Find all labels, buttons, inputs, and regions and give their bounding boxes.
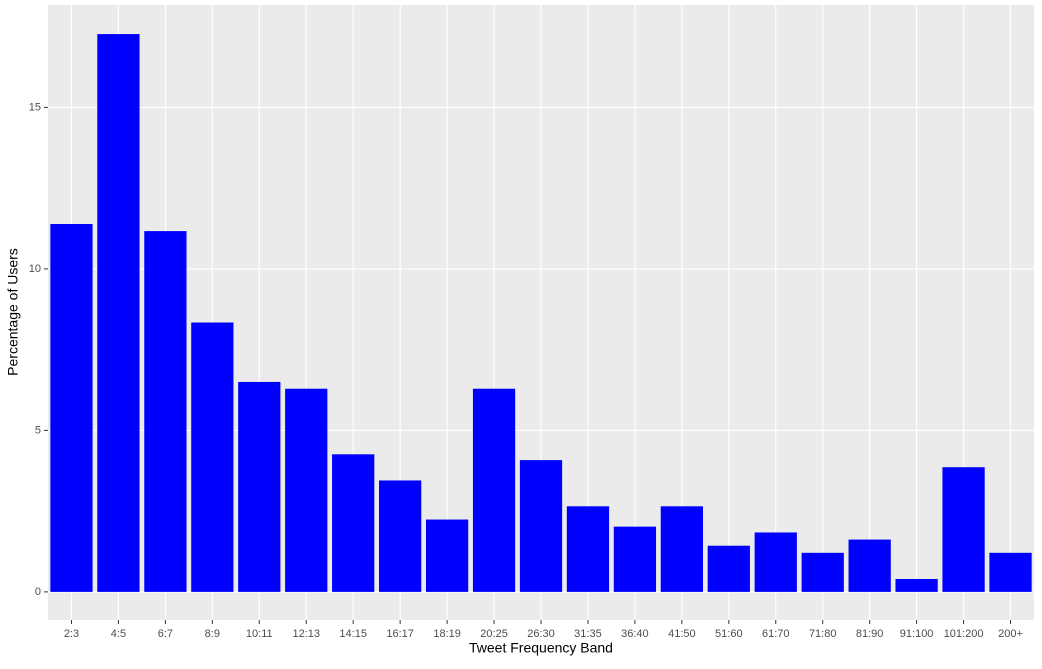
bar [566,506,610,592]
bar [707,545,750,592]
bar [613,526,657,592]
x-tick-label: 8:9 [205,628,220,640]
x-tick-label: 16:17 [386,628,414,640]
x-tick-label: 2:3 [64,628,79,640]
y-tick-label: 5 [35,424,41,436]
y-tick-label: 15 [29,101,41,113]
bar [519,460,563,592]
y-tick-label: 0 [35,586,41,598]
bar [97,34,140,592]
bar [379,480,422,592]
x-axis-title: Tweet Frequency Band [469,640,613,656]
bar [942,467,985,592]
x-tick-label: 10:11 [246,628,273,640]
x-tick-label: 26:30 [527,628,555,640]
x-tick-label: 14:15 [339,628,367,640]
x-tick-label: 61:70 [762,628,790,640]
bar [50,223,93,592]
bar [472,388,516,592]
bar [801,552,844,592]
x-tick-label: 101:200 [944,628,984,640]
x-tick-label: 41:50 [668,628,696,640]
x-tick-label: 200+ [998,628,1023,640]
x-tick-label: 81:90 [856,628,884,640]
y-axis-title: Percentage of Users [5,248,21,376]
bar [285,388,328,592]
x-tick-label: 91:100 [900,628,934,640]
bar [425,519,469,592]
bar [144,231,187,592]
bar [332,454,375,592]
x-tick-label: 31:35 [574,628,602,640]
x-tick-label: 12:13 [292,628,320,640]
bar [191,322,234,592]
bar [238,381,281,592]
bar [754,532,797,592]
bar [989,552,1032,592]
x-tick-label: 51:60 [715,628,743,640]
bar [895,578,938,592]
x-tick-label: 71:80 [809,628,837,640]
x-tick-label: 20:25 [480,628,508,640]
x-tick-label: 6:7 [158,628,173,640]
x-tick-label: 36:40 [621,628,649,640]
bar [848,539,891,592]
y-tick-label: 10 [29,263,41,275]
x-tick-label: 4:5 [111,628,126,640]
x-tick-label: 18:19 [433,628,461,640]
bar [660,506,703,592]
